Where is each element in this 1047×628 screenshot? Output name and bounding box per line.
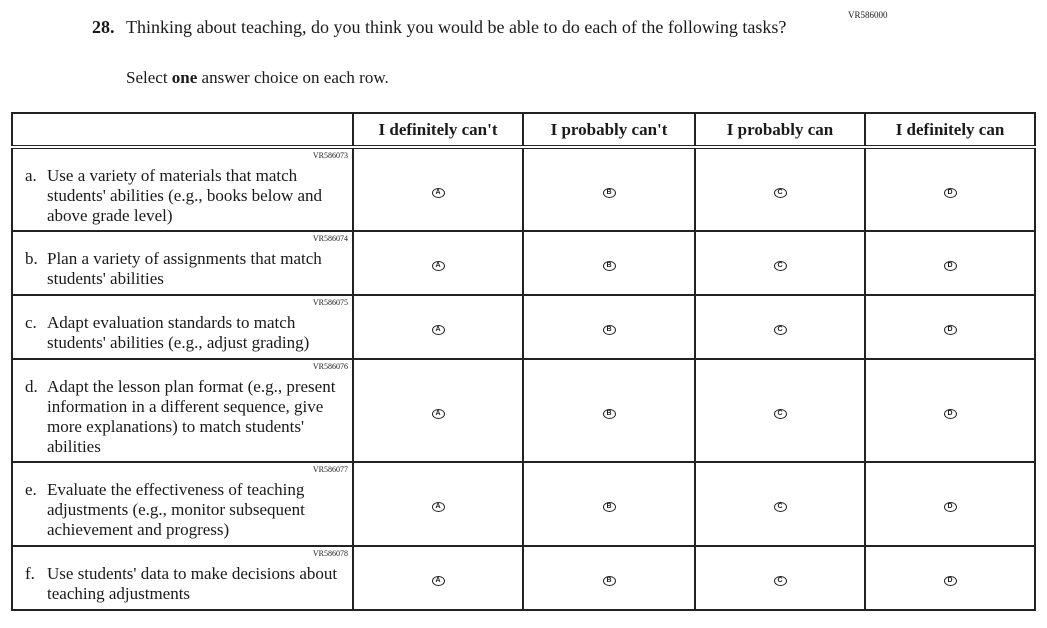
- header-blank: [11, 112, 354, 149]
- answer-bubble-b[interactable]: B: [602, 261, 616, 271]
- answer-bubble-c[interactable]: C: [773, 502, 787, 512]
- answer-cell: D: [864, 545, 1036, 611]
- row-label: VR586078 f. Use students' data to make dec…: [11, 545, 354, 611]
- answer-bubble-d[interactable]: D: [943, 187, 957, 198]
- answer-bubble-b[interactable]: B: [602, 502, 616, 512]
- question-text: Thinking about teaching, do you think yo…: [126, 17, 787, 37]
- item-code: VR586076: [312, 362, 348, 371]
- row-label: VR586077 e. Evaluate the effectiveness of …: [11, 461, 354, 547]
- answer-bubble-b[interactable]: B: [602, 408, 616, 419]
- answer-bubble-b[interactable]: B: [602, 187, 616, 198]
- answer-cell: C: [694, 545, 866, 611]
- answer-cell: A: [352, 294, 524, 360]
- question-number: 28.: [92, 17, 115, 37]
- item-letter: e.: [25, 480, 37, 499]
- answer-bubble-c[interactable]: C: [773, 325, 787, 335]
- item-text: Adapt the lesson plan format (e.g., pres…: [47, 377, 336, 456]
- item-letter: b.: [25, 249, 38, 268]
- answer-bubble-c[interactable]: C: [773, 187, 787, 198]
- answer-bubble-b[interactable]: B: [602, 576, 616, 586]
- answer-bubble-d[interactable]: D: [943, 325, 957, 335]
- answer-cell: B: [522, 294, 696, 360]
- item-code: VR586078: [312, 549, 348, 558]
- instruction: Select one answer choice on each row.: [126, 68, 389, 88]
- item-letter: f.: [25, 564, 35, 583]
- answer-bubble-c[interactable]: C: [773, 576, 787, 586]
- item-text: Plan a variety of assignments that match…: [47, 249, 322, 288]
- item-letter: d.: [25, 377, 38, 396]
- answer-bubble-d[interactable]: D: [943, 502, 957, 512]
- answer-bubble-d[interactable]: D: [943, 408, 957, 419]
- answer-cell: A: [352, 545, 524, 611]
- answer-bubble-c[interactable]: C: [773, 261, 787, 271]
- instruction-post: answer choice on each row.: [197, 68, 389, 87]
- answer-bubble-a[interactable]: A: [431, 325, 445, 335]
- item-code: VR586075: [312, 298, 348, 307]
- column-header: I definitely can't: [352, 112, 524, 149]
- row-label: VR586073 a. Use a variety of materials tha…: [11, 146, 354, 232]
- table-row: VR586078 f. Use students' data to make dec…: [11, 545, 1036, 611]
- answer-bubble-d[interactable]: D: [943, 261, 957, 271]
- item-text: Evaluate the effectiveness of teaching a…: [47, 480, 305, 539]
- answer-cell: A: [352, 358, 524, 463]
- item-letter: a.: [25, 166, 37, 185]
- row-label: VR586074 b. Plan a variety of assignments …: [11, 230, 354, 296]
- answer-cell: B: [522, 461, 696, 547]
- column-header: I probably can: [694, 112, 866, 149]
- instruction-bold: one: [171, 68, 198, 87]
- item-text: Use students' data to make decisions abo…: [47, 564, 338, 603]
- instruction-pre: Select: [126, 68, 172, 87]
- answer-cell: C: [694, 461, 866, 547]
- answer-bubble-c[interactable]: C: [773, 408, 787, 419]
- row-label: VR586076 d. Adapt the lesson plan format (…: [11, 358, 354, 463]
- table-row: VR586076 d. Adapt the lesson plan format (…: [11, 358, 1036, 463]
- column-header: I probably can't: [522, 112, 696, 149]
- table-row: VR586077 e. Evaluate the effectiveness of …: [11, 461, 1036, 547]
- question-id: VR586000: [848, 10, 888, 20]
- answer-cell: B: [522, 146, 696, 232]
- answer-cell: D: [864, 461, 1036, 547]
- item-text: Use a variety of materials that match st…: [47, 166, 323, 225]
- answer-cell: C: [694, 230, 866, 296]
- row-label: VR586075 c. Adapt evaluation standards to …: [11, 294, 354, 360]
- answer-bubble-a[interactable]: A: [431, 408, 445, 419]
- answer-cell: D: [864, 146, 1036, 232]
- answer-cell: A: [352, 146, 524, 232]
- answer-cell: D: [864, 294, 1036, 360]
- answer-bubble-a[interactable]: A: [431, 502, 445, 512]
- answer-cell: B: [522, 230, 696, 296]
- answer-cell: D: [864, 358, 1036, 463]
- table-row: VR586074 b. Plan a variety of assignments …: [11, 230, 1036, 296]
- answer-cell: C: [694, 358, 866, 463]
- answer-bubble-a[interactable]: A: [431, 261, 445, 271]
- item-code: VR586074: [312, 234, 348, 243]
- answer-cell: C: [694, 146, 866, 232]
- column-header: I definitely can: [864, 112, 1036, 149]
- answer-cell: A: [352, 461, 524, 547]
- table-row: VR586073 a. Use a variety of materials tha…: [11, 146, 1036, 232]
- answer-bubble-b[interactable]: B: [602, 325, 616, 335]
- item-code: VR586077: [312, 465, 348, 474]
- answer-cell: B: [522, 545, 696, 611]
- item-letter: c.: [25, 313, 37, 332]
- header-row: I definitely can't I probably can't I pr…: [11, 112, 1036, 149]
- answer-cell: A: [352, 230, 524, 296]
- answer-cell: C: [694, 294, 866, 360]
- item-text: Adapt evaluation standards to match stud…: [47, 313, 310, 352]
- answer-bubble-a[interactable]: A: [431, 576, 445, 586]
- table-row: VR586075 c. Adapt evaluation standards to …: [11, 294, 1036, 360]
- answer-bubble-d[interactable]: D: [943, 576, 957, 586]
- item-code: VR586073: [312, 151, 348, 160]
- answer-cell: B: [522, 358, 696, 463]
- answer-grid: I definitely can't I probably can't I pr…: [11, 112, 1036, 611]
- answer-bubble-a[interactable]: A: [431, 187, 445, 198]
- answer-cell: D: [864, 230, 1036, 296]
